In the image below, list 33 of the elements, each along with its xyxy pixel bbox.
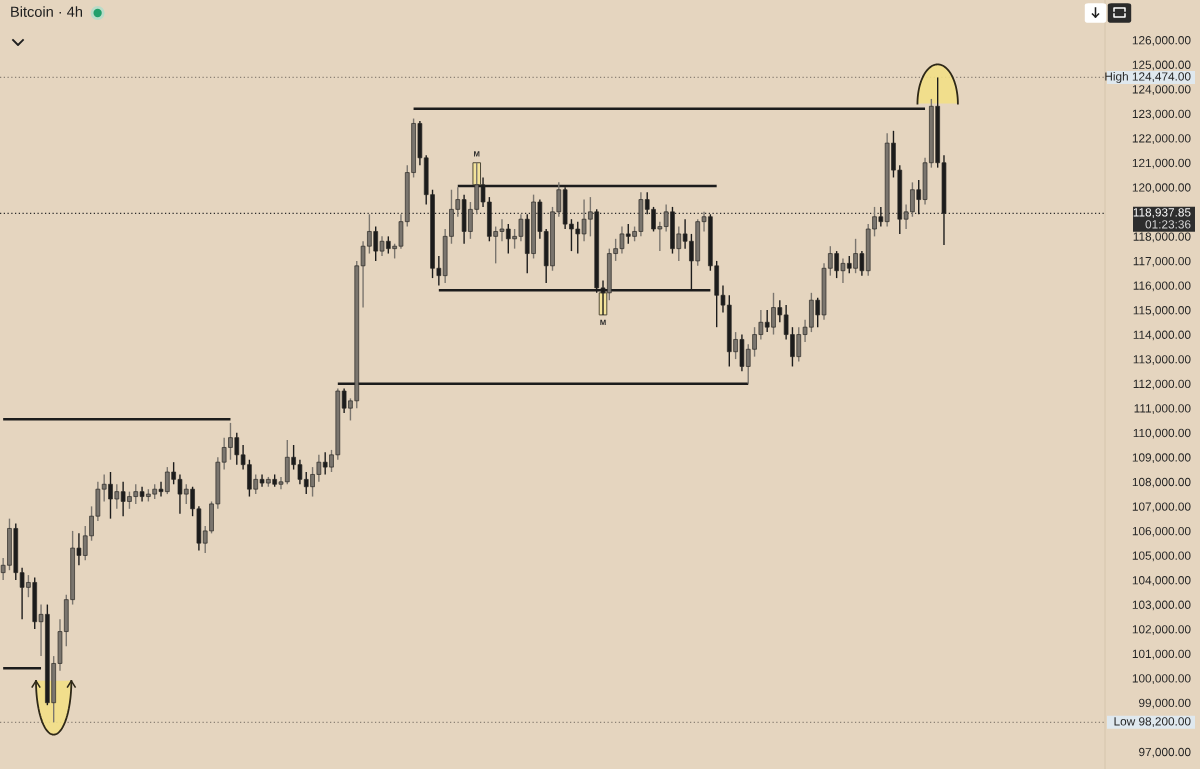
y-tick-label: 112,000.00 <box>1133 379 1191 390</box>
ref-line-label: 118,937.85 <box>1133 208 1191 218</box>
y-tick-label: 124,000.00 <box>1132 85 1191 95</box>
y-tick-label: 121,000.00 <box>1132 158 1191 169</box>
y-tick-label: 102,000.00 <box>1132 625 1191 635</box>
y-tick-label: 115,000.00 <box>1133 306 1191 316</box>
y-tick-label: 125,000.00 <box>1132 60 1191 71</box>
y-tick-label: 114,000.00 <box>1133 330 1191 341</box>
y-tick-label: 104,000.00 <box>1132 576 1191 586</box>
ref-line-label: High 124,474.00 <box>1105 71 1191 83</box>
y-tick-label: 105,000.00 <box>1132 551 1191 562</box>
ref-line-label: Low 98,200.00 <box>1114 717 1191 727</box>
y-tick-label: 126,000.00 <box>1132 36 1191 46</box>
y-tick-label: 116,000.00 <box>1133 281 1191 292</box>
y-tick-label: 122,000.00 <box>1132 134 1191 144</box>
y-tick-label: 107,000.00 <box>1132 502 1191 513</box>
y-tick-label: 118,000.00 <box>1133 232 1191 243</box>
y-tick-label: 109,000.00 <box>1132 453 1191 464</box>
y-tick-label: 117,000.00 <box>1133 256 1191 267</box>
y-tick-label: 100,000.00 <box>1132 674 1191 684</box>
y-tick-label: 111,000.00 <box>1134 404 1191 414</box>
y-tick-label: 120,000.00 <box>1132 183 1191 194</box>
y-tick-label: 101,000.00 <box>1132 649 1191 660</box>
y-tick-label: 99,000.00 <box>1139 698 1191 709</box>
chart-title: Bitcoin · 4h <box>11 6 83 17</box>
y-tick-label: 106,000.00 <box>1132 526 1191 537</box>
y-tick-label: 108,000.00 <box>1132 477 1191 488</box>
y-tick-label: 110,000.00 <box>1133 428 1191 439</box>
y-tick-label: 103,000.00 <box>1132 600 1191 611</box>
y-tick-label: 113,000.00 <box>1133 355 1191 365</box>
y-tick-label: 123,000.00 <box>1132 109 1191 120</box>
y-tick-label: 97,000.00 <box>1139 747 1191 758</box>
text: 01:23:36 <box>1145 220 1191 229</box>
